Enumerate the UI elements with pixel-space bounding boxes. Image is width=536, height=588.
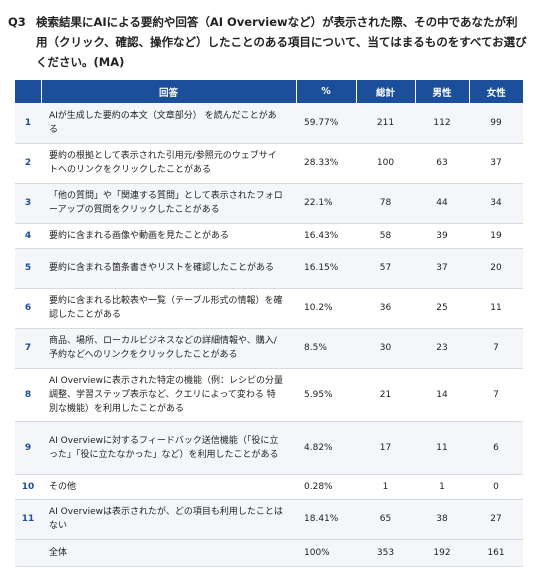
row-female: 20 <box>469 248 523 289</box>
question-label: Q3 <box>8 15 26 29</box>
row-number: 9 <box>15 421 41 475</box>
row-female: 37 <box>469 143 523 184</box>
table-total-row: 全体 100% 353 192 161 <box>15 539 523 567</box>
row-total: 58 <box>356 223 415 249</box>
row-male: 23 <box>415 328 469 369</box>
row-answer: AI Overviewに対するフィードバック送信機能（「役に立った」「役に立たな… <box>41 421 296 475</box>
row-answer: AIが生成した要約の本文（文章部分） を読んだことがある <box>41 103 296 144</box>
question-block: Q3 検索結果にAIによる要約や回答（AI Overviewなど）が表示された際… <box>8 12 528 72</box>
header-answer: 回答 <box>41 80 297 103</box>
row-male: 39 <box>415 223 469 249</box>
row-total: 65 <box>356 499 415 540</box>
header-total: 総計 <box>356 80 416 103</box>
row-female: 99 <box>469 103 523 144</box>
row-female: 11 <box>469 288 523 329</box>
row-female: 34 <box>469 183 523 224</box>
table-row: 11 AI Overviewは表示されたが、どの項目も利用したことはない 18.41… <box>15 499 523 540</box>
row-pct: 18.41% <box>296 499 356 540</box>
table-row: 5 要約に含まれる箇条書きやリストを確認したことがある 16.15% 57 37 20 <box>15 248 523 289</box>
row-male: 14 <box>415 368 469 422</box>
total-female: 161 <box>469 539 523 567</box>
table-row: 9 AI Overviewに対するフィードバック送信機能（「役に立った」「役に立た… <box>15 421 523 475</box>
table-row: 8 AI Overviewに表示された特定の機能（例：レシピの分量 調整、学習ステ… <box>15 368 523 422</box>
row-male: 1 <box>415 474 469 500</box>
row-pct: 8.5% <box>296 328 356 369</box>
table-row: 1 AIが生成した要約の本文（文章部分） を読んだことがある 59.77% 211 11… <box>15 103 523 144</box>
row-pct: 59.77% <box>296 103 356 144</box>
row-female: 7 <box>469 368 523 422</box>
header-female: 女性 <box>469 80 523 103</box>
total-pct: 100% <box>296 539 356 567</box>
table-row: 2 要約の根拠として表示された引用元/参照元のウェブサイトへのリンクをクリックした… <box>15 143 523 184</box>
row-answer: 要約に含まれる箇条書きやリストを確認したことがある <box>41 248 296 289</box>
row-number: 2 <box>15 143 41 184</box>
table-row: 3 「他の質問」や「関連する質問」として表示されたフォローアップの質問をクリックし… <box>15 183 523 224</box>
row-male: 11 <box>415 421 469 475</box>
row-female: 27 <box>469 499 523 540</box>
header-no <box>15 80 42 103</box>
row-answer: 要約に含まれる画像や動画を見たことがある <box>41 223 296 249</box>
total-total: 353 <box>356 539 415 567</box>
row-pct: 22.1% <box>296 183 356 224</box>
table-row: 4 要約に含まれる画像や動画を見たことがある 16.43% 58 39 19 <box>15 223 523 249</box>
row-number: 7 <box>15 328 41 369</box>
row-pct: 16.15% <box>296 248 356 289</box>
row-answer: AI Overviewは表示されたが、どの項目も利用したことはない <box>41 499 296 540</box>
row-male: 112 <box>415 103 469 144</box>
results-table: 回答 % 総計 男性 女性 1 AIが生成した要約の本文（文章部分） を読んだこと… <box>15 80 523 567</box>
table-header-row: 回答 % 総計 男性 女性 <box>15 80 523 103</box>
row-pct: 4.82% <box>296 421 356 475</box>
question-text: 検索結果にAIによる要約や回答（AI Overviewなど）が表示された際、その… <box>36 15 527 69</box>
row-total: 30 <box>356 328 415 369</box>
row-number: 6 <box>15 288 41 329</box>
total-label: 全体 <box>41 539 296 567</box>
row-answer: 要約の根拠として表示された引用元/参照元のウェブサイトへのリンクをクリックしたこ… <box>41 143 296 184</box>
table-row: 7 商品、場所、ローカルビジネスなどの詳細情報や、購入/予約などへのリンクをクリッ… <box>15 328 523 369</box>
row-total: 1 <box>356 474 415 500</box>
row-pct: 0.28% <box>296 474 356 500</box>
table-row: 6 要約に含まれる比較表や一覧（テーブル形式の情報）を確認したことがある 10.2%… <box>15 288 523 329</box>
row-female: 0 <box>469 474 523 500</box>
row-answer: AI Overviewに表示された特定の機能（例：レシピの分量 調整、学習ステッ… <box>41 368 296 422</box>
row-number: 11 <box>15 499 41 540</box>
row-total: 17 <box>356 421 415 475</box>
row-female: 7 <box>469 328 523 369</box>
table-row: 10 その他 0.28% 1 1 0 <box>15 474 523 500</box>
row-male: 37 <box>415 248 469 289</box>
row-total: 36 <box>356 288 415 329</box>
row-pct: 10.2% <box>296 288 356 329</box>
total-number <box>15 539 41 567</box>
row-female: 6 <box>469 421 523 475</box>
row-number: 5 <box>15 248 41 289</box>
row-male: 38 <box>415 499 469 540</box>
row-answer: 「他の質問」や「関連する質問」として表示されたフォローアップの質問をクリックした… <box>41 183 296 224</box>
row-number: 3 <box>15 183 41 224</box>
row-answer: 要約に含まれる比較表や一覧（テーブル形式の情報）を確認したことがある <box>41 288 296 329</box>
row-male: 63 <box>415 143 469 184</box>
row-answer: 商品、場所、ローカルビジネスなどの詳細情報や、購入/予約などへのリンクをクリック… <box>41 328 296 369</box>
row-answer: その他 <box>41 474 296 500</box>
row-total: 57 <box>356 248 415 289</box>
header-pct: % <box>296 80 357 103</box>
row-female: 19 <box>469 223 523 249</box>
header-male: 男性 <box>415 80 470 103</box>
row-male: 44 <box>415 183 469 224</box>
row-pct: 5.95% <box>296 368 356 422</box>
row-male: 25 <box>415 288 469 329</box>
row-number: 8 <box>15 368 41 422</box>
row-number: 10 <box>15 474 41 500</box>
row-total: 78 <box>356 183 415 224</box>
row-pct: 16.43% <box>296 223 356 249</box>
row-pct: 28.33% <box>296 143 356 184</box>
row-total: 211 <box>356 103 415 144</box>
row-number: 4 <box>15 223 41 249</box>
table-body: 1 AIが生成した要約の本文（文章部分） を読んだことがある 59.77% 211 11… <box>15 103 523 567</box>
total-male: 192 <box>415 539 469 567</box>
row-total: 100 <box>356 143 415 184</box>
row-number: 1 <box>15 103 41 144</box>
row-total: 21 <box>356 368 415 422</box>
